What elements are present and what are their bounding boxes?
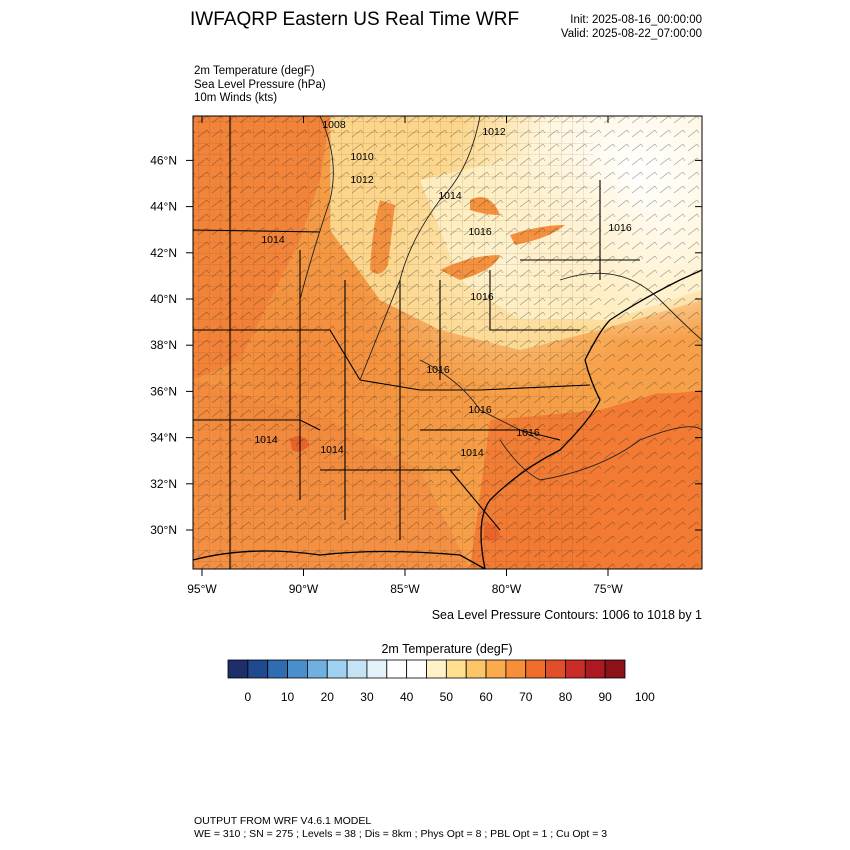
longitude-axis: 95°W 90°W 85°W 80°W 75°W [187,116,623,596]
coastline [193,269,702,569]
colorbar-swatch [227,659,249,679]
slp-label: 1010 [350,151,374,163]
slp-label: 1014 [460,447,484,459]
lon-tick-label: 75°W [593,582,623,596]
colorbar-label: 40 [400,690,414,704]
lat-tick-label: 34°N [150,431,177,445]
slp-label: 1014 [254,434,278,446]
lat-tick-label: 40°N [150,292,177,306]
lat-tick-label: 32°N [150,477,177,491]
colorbar-labels: 0 10 20 30 40 50 60 70 80 90 100 [245,690,656,704]
slp-contours [299,116,702,481]
slp-label: 1016 [426,364,450,376]
map-frame [192,115,703,570]
colorbar-swatch [465,659,487,679]
footer-config: WE = 310 ; SN = 275 ; Levels = 38 ; Dis … [194,827,608,840]
slp-label: 1008 [322,119,346,131]
wind-barbs [193,116,702,569]
colorbar-swatch [525,659,547,679]
slp-label: 1014 [438,190,462,202]
slp-label: 1016 [468,404,492,416]
init-time: Init: 2025-08-16_00:00:00 [570,14,702,26]
colorbar-swatch [306,659,328,679]
colorbar-swatch [485,659,507,679]
slp-label: 1014 [320,444,344,456]
colorbar-label: 60 [479,690,493,704]
colorbar-label: 20 [321,690,335,704]
lat-tick-label: 44°N [150,200,177,214]
field-temperature: 2m Temperature (degF) [194,65,315,77]
lon-tick-label: 90°W [289,582,319,596]
colorbar-title: 2m Temperature (degF) [381,642,513,656]
colorbar-swatch [346,659,368,679]
colorbar-swatch [445,659,467,679]
colorbar-swatch [584,659,606,679]
colorbar-swatch [565,659,586,679]
colorbar-label: 70 [519,690,533,704]
init-valid-times: Init: 2025-08-16_00:00:00 Valid: 2025-08… [561,13,702,41]
temperature-colorbar [227,659,626,679]
lon-tick-label: 95°W [187,582,217,596]
colorbar-label: 80 [559,690,573,704]
slp-label: 1014 [261,234,285,246]
valid-time: Valid: 2025-08-22_07:00:00 [560,28,702,40]
field-pressure: Sea Level Pressure (hPa) [194,78,326,91]
colorbar-swatch [426,659,447,679]
colorbar-swatch [545,659,566,679]
colorbar-label: 50 [440,690,454,704]
colorbar-swatch [366,659,388,679]
colorbar-swatch [247,659,269,679]
latitude-axis: 30°N 32°N 34°N 36°N 38°N 40°N 42°N 44°N 46°N [150,153,702,537]
colorbar-swatch [406,659,427,679]
lat-tick-label: 46°N [150,153,177,167]
slp-label: 1012 [482,126,506,138]
model-footer: OUTPUT FROM WRF V4.6.1 MODEL WE = 310 ; … [194,815,607,840]
lat-tick-label: 42°N [150,246,177,260]
slp-label: 1016 [516,427,540,439]
colorbar-label: 100 [635,690,655,704]
colorbar-swatch [287,659,308,679]
slp-label: 1012 [350,174,374,186]
colorbar-label: 90 [598,690,612,704]
field-list: 2m Temperature (degF) Sea Level Pressure… [194,65,326,106]
colorbar-label: 0 [245,690,252,704]
field-winds: 10m Winds (kts) [194,92,278,104]
slp-contour-note: Sea Level Pressure Contours: 1006 to 101… [431,608,702,622]
colorbar-swatch [505,659,527,679]
map-field [193,116,702,569]
slp-label: 1016 [470,291,494,303]
colorbar-label: 30 [360,690,374,704]
colorbar-swatch [386,659,408,679]
colorbar-swatch [267,659,288,679]
state-borders [193,116,640,569]
lat-tick-label: 36°N [150,384,177,398]
colorbar-swatch [326,659,348,679]
slp-contour-labels: 1008 1010 1012 1012 1014 1014 1016 1016 1016 1016… [254,119,632,459]
lon-tick-label: 80°W [492,582,522,596]
colorbar-swatch [604,659,626,679]
footer-model: OUTPUT FROM WRF V4.6.1 MODEL [194,815,372,827]
lon-tick-label: 85°W [390,582,420,596]
colorbar-label: 10 [281,690,295,704]
lat-tick-label: 38°N [150,338,177,352]
plot-title: IWFAQRP Eastern US Real Time WRF [190,9,520,30]
slp-label: 1016 [468,226,492,238]
lat-tick-label: 30°N [150,523,177,537]
slp-label: 1016 [608,222,632,234]
